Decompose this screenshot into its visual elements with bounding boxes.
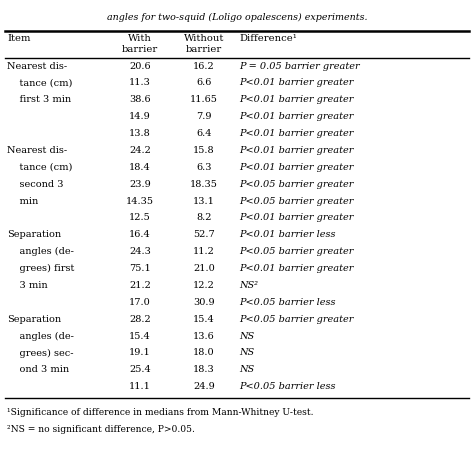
Text: P<0.01 barrier greater: P<0.01 barrier greater	[239, 129, 354, 138]
Text: 30.9: 30.9	[193, 297, 215, 306]
Text: ¹Significance of difference in medians from Mann-Whitney U-test.: ¹Significance of difference in medians f…	[7, 407, 314, 416]
Text: ²NS = no significant difference, P>0.05.: ²NS = no significant difference, P>0.05.	[7, 424, 195, 433]
Text: 15.4: 15.4	[193, 314, 215, 323]
Text: P<0.01 barrier greater: P<0.01 barrier greater	[239, 162, 354, 172]
Text: 11.3: 11.3	[129, 78, 151, 87]
Text: min: min	[7, 196, 38, 205]
Text: grees) first: grees) first	[7, 263, 74, 273]
Text: 19.1: 19.1	[129, 348, 151, 357]
Text: 11.2: 11.2	[193, 247, 215, 256]
Text: P<0.01 barrier greater: P<0.01 barrier greater	[239, 146, 354, 155]
Text: 52.7: 52.7	[193, 230, 215, 239]
Text: P<0.01 barrier greater: P<0.01 barrier greater	[239, 213, 354, 222]
Text: 24.3: 24.3	[129, 247, 151, 256]
Text: angles (de-: angles (de-	[7, 247, 74, 256]
Text: 25.4: 25.4	[129, 364, 151, 374]
Text: NS: NS	[239, 364, 255, 374]
Text: ond 3 min: ond 3 min	[7, 364, 69, 374]
Text: 11.1: 11.1	[129, 381, 151, 390]
Text: second 3: second 3	[7, 179, 64, 188]
Text: 12.5: 12.5	[129, 213, 151, 222]
Text: 18.3: 18.3	[193, 364, 215, 374]
Text: P<0.01 barrier less: P<0.01 barrier less	[239, 230, 336, 239]
Text: 38.6: 38.6	[129, 95, 151, 104]
Text: NS²: NS²	[239, 280, 258, 289]
Text: P<0.01 barrier greater: P<0.01 barrier greater	[239, 95, 354, 104]
Text: 23.9: 23.9	[129, 179, 151, 188]
Text: P<0.01 barrier greater: P<0.01 barrier greater	[239, 263, 354, 273]
Text: P<0.05 barrier less: P<0.05 barrier less	[239, 381, 336, 390]
Text: P<0.05 barrier greater: P<0.05 barrier greater	[239, 196, 354, 205]
Text: angles (de-: angles (de-	[7, 331, 74, 340]
Text: 11.65: 11.65	[190, 95, 218, 104]
Text: grees) sec-: grees) sec-	[7, 348, 73, 357]
Text: 75.1: 75.1	[129, 263, 151, 273]
Text: 15.4: 15.4	[129, 331, 151, 340]
Text: 17.0: 17.0	[129, 297, 151, 306]
Text: NS: NS	[239, 348, 255, 357]
Text: 18.0: 18.0	[193, 348, 215, 357]
Text: Separation: Separation	[7, 230, 61, 239]
Text: 20.6: 20.6	[129, 61, 151, 71]
Text: 28.2: 28.2	[129, 314, 151, 323]
Text: Item: Item	[7, 34, 31, 43]
Text: 13.1: 13.1	[193, 196, 215, 205]
Text: 15.8: 15.8	[193, 146, 215, 155]
Text: 7.9: 7.9	[196, 112, 211, 121]
Text: 21.2: 21.2	[129, 280, 151, 289]
Text: With
barrier: With barrier	[122, 34, 158, 54]
Text: P<0.05 barrier greater: P<0.05 barrier greater	[239, 179, 354, 188]
Text: first 3 min: first 3 min	[7, 95, 71, 104]
Text: P<0.01 barrier greater: P<0.01 barrier greater	[239, 112, 354, 121]
Text: 16.4: 16.4	[129, 230, 151, 239]
Text: 6.6: 6.6	[196, 78, 211, 87]
Text: P<0.01 barrier greater: P<0.01 barrier greater	[239, 78, 354, 87]
Text: 14.35: 14.35	[126, 196, 154, 205]
Text: 18.4: 18.4	[129, 162, 151, 172]
Text: 14.9: 14.9	[129, 112, 151, 121]
Text: NS: NS	[239, 331, 255, 340]
Text: 6.3: 6.3	[196, 162, 211, 172]
Text: P<0.05 barrier less: P<0.05 barrier less	[239, 297, 336, 306]
Text: 3 min: 3 min	[7, 280, 48, 289]
Text: Nearest dis-: Nearest dis-	[7, 146, 67, 155]
Text: P<0.05 barrier greater: P<0.05 barrier greater	[239, 314, 354, 323]
Text: 21.0: 21.0	[193, 263, 215, 273]
Text: 24.9: 24.9	[193, 381, 215, 390]
Text: 18.35: 18.35	[190, 179, 218, 188]
Text: 8.2: 8.2	[196, 213, 211, 222]
Text: angles for two-squid (Loligo opalescens) experiments.: angles for two-squid (Loligo opalescens)…	[107, 13, 367, 22]
Text: Nearest dis-: Nearest dis-	[7, 61, 67, 71]
Text: 13.6: 13.6	[193, 331, 215, 340]
Text: P<0.05 barrier greater: P<0.05 barrier greater	[239, 247, 354, 256]
Text: 16.2: 16.2	[193, 61, 215, 71]
Text: Separation: Separation	[7, 314, 61, 323]
Text: P = 0.05 barrier greater: P = 0.05 barrier greater	[239, 61, 360, 71]
Text: tance (cm): tance (cm)	[7, 78, 73, 87]
Text: Without
barrier: Without barrier	[183, 34, 224, 54]
Text: 6.4: 6.4	[196, 129, 211, 138]
Text: Difference¹: Difference¹	[239, 34, 297, 43]
Text: tance (cm): tance (cm)	[7, 162, 73, 172]
Text: 13.8: 13.8	[129, 129, 151, 138]
Text: 24.2: 24.2	[129, 146, 151, 155]
Text: 12.2: 12.2	[193, 280, 215, 289]
